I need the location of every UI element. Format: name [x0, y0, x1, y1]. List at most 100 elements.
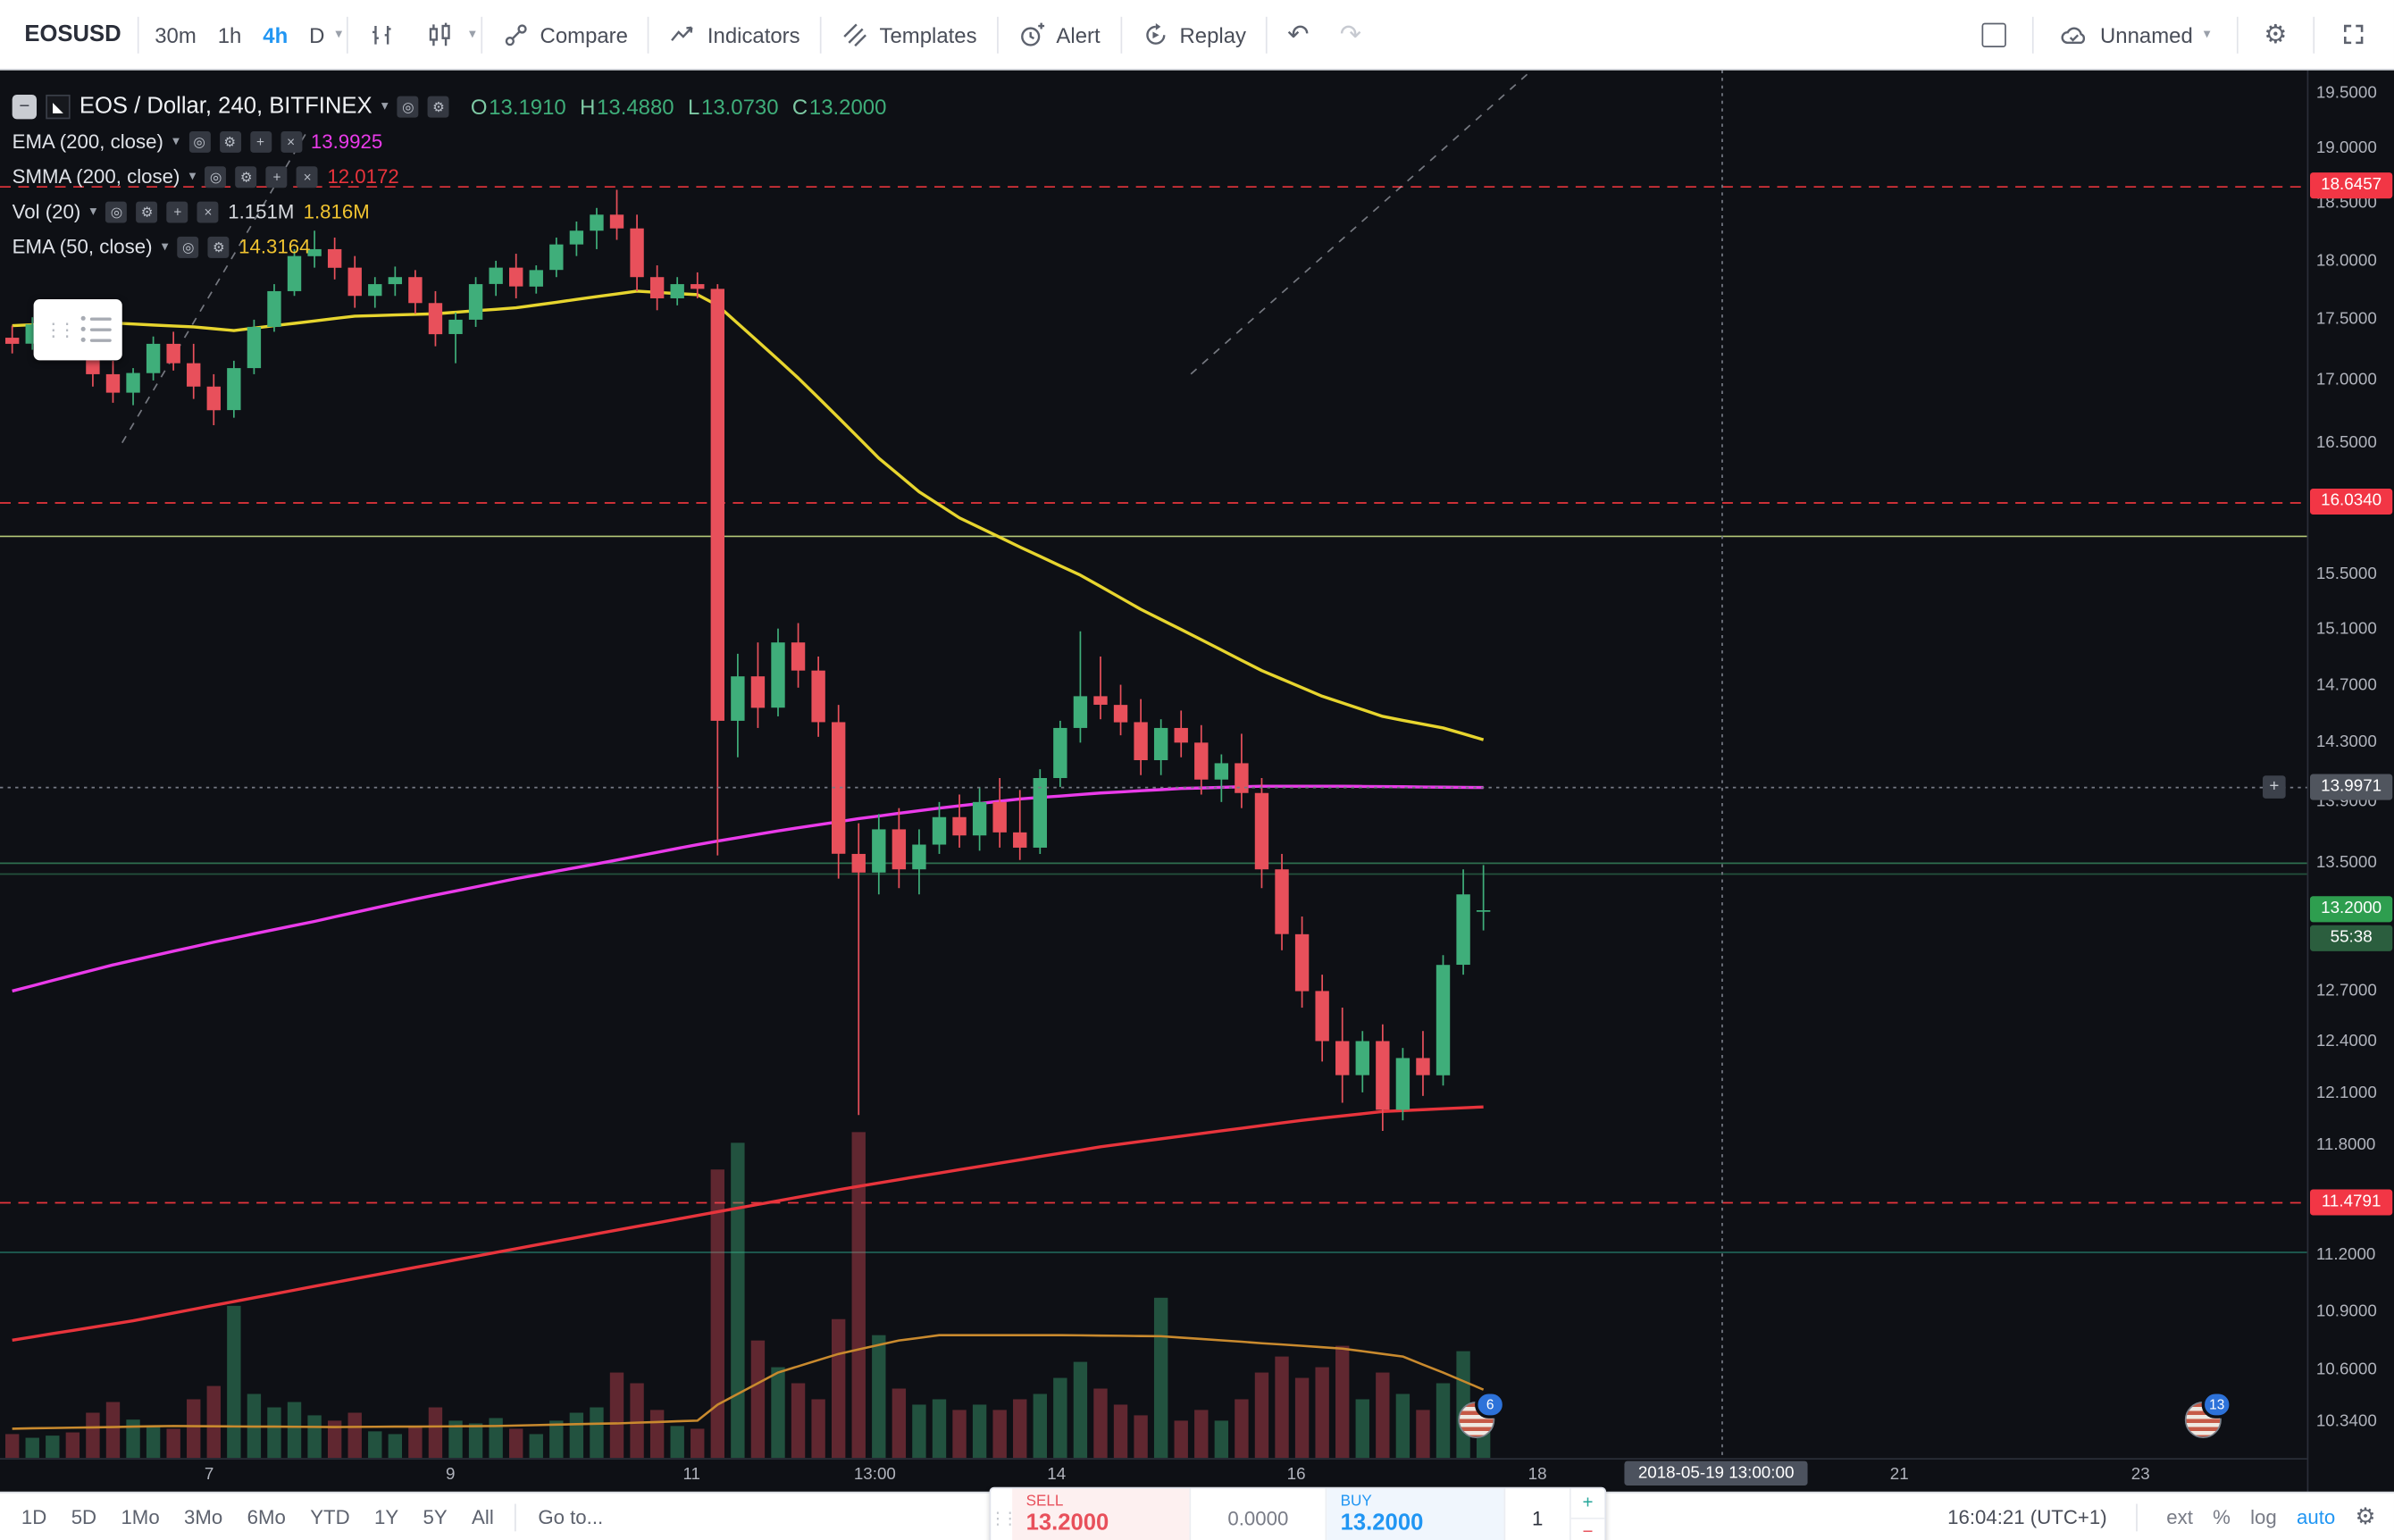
divider — [2031, 15, 2033, 53]
fullscreen-icon[interactable] — [2325, 8, 2381, 60]
interval-30m[interactable]: 30m — [155, 21, 197, 47]
price-axis-special-label: 11.4791 — [2309, 1189, 2393, 1216]
indicator-row-ema50: EMA (50, close) 14.3164 — [13, 229, 887, 264]
eye-icon[interactable] — [105, 200, 128, 222]
gear-icon[interactable] — [207, 236, 230, 257]
crosshair — [0, 70, 2309, 1459]
indicator-caret[interactable] — [172, 133, 180, 150]
event-flag-icon[interactable]: 13 — [2184, 1391, 2232, 1439]
candle-style-icon[interactable] — [411, 8, 469, 60]
time-axis-label: 23 — [2130, 1465, 2150, 1485]
candlestick-chart[interactable] — [0, 70, 2309, 1459]
candles — [4, 189, 1491, 1131]
range-ytd[interactable]: YTD — [310, 1505, 350, 1528]
range-1y[interactable]: 1Y — [373, 1505, 399, 1528]
quantity-decrease-button[interactable]: − — [1570, 1517, 1605, 1540]
close-icon[interactable] — [197, 200, 220, 222]
range-all[interactable]: All — [472, 1505, 494, 1528]
chart-title[interactable]: EOS / Dollar, 240, BITFINEX — [79, 93, 372, 120]
style-menu-caret[interactable] — [469, 26, 476, 43]
scale-settings-gear-icon[interactable] — [2355, 1505, 2375, 1528]
eye-icon[interactable] — [205, 165, 227, 188]
price-axis-label: 16.5000 — [2315, 433, 2377, 453]
range-3mo[interactable]: 3Mo — [184, 1505, 223, 1528]
select-layout-button[interactable] — [1966, 8, 2022, 60]
chart-title-caret[interactable] — [381, 97, 389, 114]
vol_ma-line — [12, 1334, 1485, 1430]
toggle-ext[interactable]: ext — [2166, 1505, 2193, 1528]
price-axis-label: 11.2000 — [2315, 1244, 2376, 1264]
sell-button[interactable]: SELL 13.2000 — [1012, 1488, 1190, 1540]
divider — [2313, 15, 2315, 53]
price-axis-label: 19.0000 — [2315, 138, 2377, 157]
eye-icon[interactable] — [397, 95, 419, 117]
price-axis[interactable]: 19.5000 19.0000 18.5000 18.0000 17.5000 17.00… — [2306, 70, 2394, 1492]
indicators-button[interactable]: Indicators — [654, 8, 816, 60]
add-alert-plus-button[interactable] — [2263, 775, 2286, 799]
replay-button[interactable]: Replay — [1126, 8, 1261, 60]
goto-button[interactable]: Go to... — [538, 1505, 604, 1528]
toggle-log[interactable]: log — [2250, 1505, 2277, 1528]
close-icon[interactable] — [297, 165, 319, 188]
indicator-label[interactable]: Vol (20) — [12, 199, 81, 223]
redo-button[interactable] — [1325, 8, 1377, 60]
compare-button[interactable]: Compare — [487, 8, 643, 60]
interval-1h[interactable]: 1h — [217, 21, 242, 47]
interval-menu-caret[interactable] — [335, 26, 342, 43]
eye-icon[interactable] — [177, 236, 199, 257]
eye-icon[interactable] — [188, 130, 211, 153]
range-1d[interactable]: 1D — [21, 1505, 47, 1528]
indicator-label[interactable]: EMA (200, close) — [12, 130, 163, 153]
quantity-field[interactable]: 1 — [1503, 1488, 1569, 1540]
top-toolbar: EOSUSD 30m 1h 4h D Compare Indicators Te… — [0, 0, 2394, 71]
templates-button[interactable]: Templates — [826, 8, 992, 60]
chart-properties-gear-icon[interactable] — [2248, 8, 2302, 60]
divider — [2236, 15, 2239, 53]
indicator-caret[interactable] — [90, 203, 97, 220]
gear-icon[interactable] — [136, 200, 158, 222]
range-5y[interactable]: 5Y — [423, 1505, 448, 1528]
divider — [138, 15, 140, 53]
indicator-caret[interactable] — [162, 239, 169, 255]
quantity-increase-button[interactable]: + — [1582, 1491, 1594, 1513]
legend-collapse-icon[interactable] — [12, 94, 38, 119]
cloud-layout-button[interactable]: Unnamed — [2044, 8, 2226, 60]
plus-icon[interactable] — [266, 165, 288, 188]
gear-icon[interactable] — [235, 165, 257, 188]
range-1mo[interactable]: 1Mo — [121, 1505, 160, 1528]
indicator-label[interactable]: SMMA (200, close) — [12, 164, 180, 188]
gear-icon[interactable] — [428, 95, 449, 117]
buy-button[interactable]: BUY 13.2000 — [1327, 1488, 1504, 1540]
toggle-auto[interactable]: auto — [2297, 1505, 2336, 1528]
close-icon[interactable] — [280, 130, 302, 153]
gear-icon[interactable] — [219, 130, 241, 153]
toggle-percent[interactable]: % — [2213, 1505, 2231, 1528]
time-axis[interactable]: 7 9 11 13:00 14 16 18 2018-05-19 13:00:00 21 23 — [0, 1458, 2309, 1492]
event-flag-icon[interactable]: 6 — [1458, 1391, 1506, 1439]
drag-handle-icon[interactable] — [45, 319, 72, 340]
indicator-row-smma200: SMMA (200, close) 12.0172 — [13, 159, 887, 194]
floating-objects-panel[interactable] — [33, 298, 122, 361]
alert-button[interactable]: Alert — [1003, 8, 1116, 60]
plus-icon[interactable] — [166, 200, 188, 222]
range-5d[interactable]: 5D — [71, 1505, 97, 1528]
range-6mo[interactable]: 6Mo — [247, 1505, 286, 1528]
price-axis-special-label: 13.9971 — [2309, 774, 2393, 800]
bar-style-icon[interactable] — [353, 8, 411, 60]
interval-1d[interactable]: D — [309, 21, 325, 47]
crosshair-time-label: 2018-05-19 13:00:00 — [1624, 1460, 1808, 1486]
price-axis-label: 14.7000 — [2315, 675, 2377, 694]
drag-handle-icon[interactable] — [991, 1488, 1012, 1540]
chart-pane[interactable]: 19.5000 19.0000 18.5000 18.0000 17.5000 17.00… — [0, 70, 2394, 1492]
symbol-button[interactable]: EOSUSD — [24, 21, 121, 47]
sell-price: 13.2000 — [1025, 1510, 1109, 1536]
quantity-stepper: + − — [1569, 1488, 1605, 1540]
indicator-caret[interactable] — [189, 168, 197, 185]
plus-icon[interactable] — [249, 130, 272, 153]
clock-label[interactable]: 16:04:21 (UTC+1) — [1947, 1505, 2107, 1528]
undo-button[interactable] — [1272, 8, 1325, 60]
interval-4h[interactable]: 4h — [263, 21, 289, 47]
indicator-label[interactable]: EMA (50, close) — [12, 235, 153, 258]
price-axis-label: 13.5000 — [2315, 854, 2377, 873]
